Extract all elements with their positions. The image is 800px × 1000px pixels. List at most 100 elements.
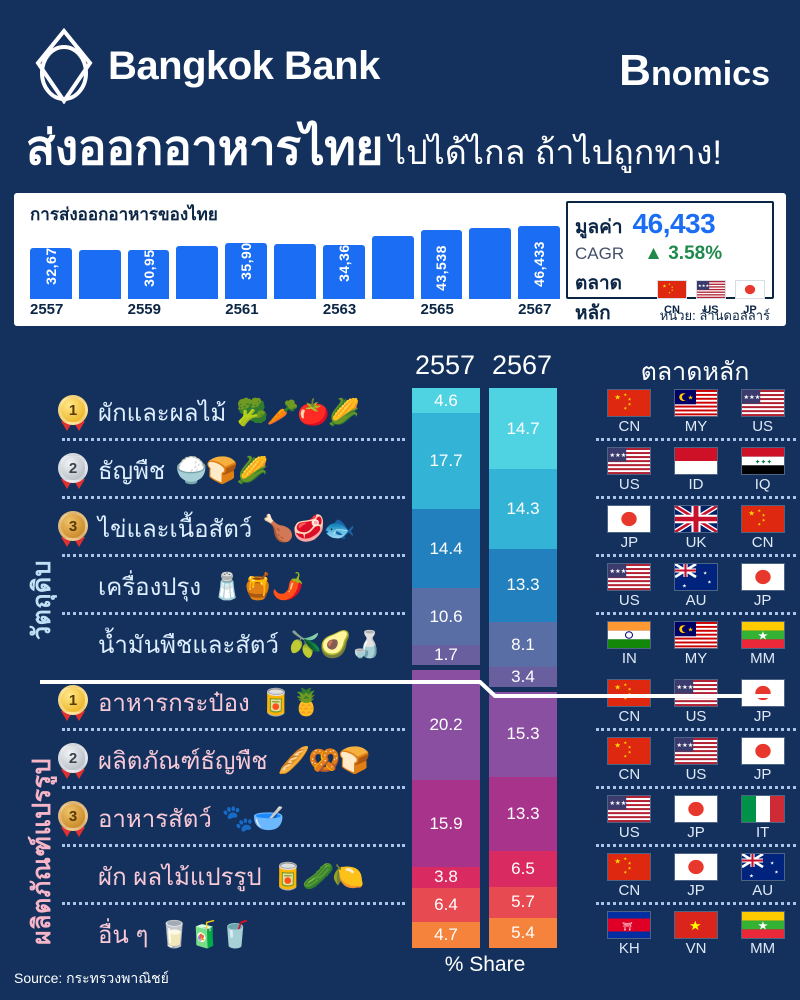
category-illustration: 🍚🍞🌽 <box>175 455 268 485</box>
bar-value-label: 34,362 <box>335 236 352 282</box>
stack-segment: 14.3 <box>489 469 557 549</box>
category-illustration: 🐾🥣 <box>221 803 285 833</box>
market-flag-id: ID <box>669 447 723 493</box>
flag-code: US <box>618 476 640 493</box>
leader-line <box>596 612 796 615</box>
medal-ribbon-left <box>61 479 73 489</box>
svg-text:★: ★ <box>757 919 768 932</box>
bar: 34,362 <box>322 236 365 299</box>
year-tick-label <box>372 301 414 321</box>
column-header-main-market: ตลาดหลัก <box>640 358 750 386</box>
svg-text:★★★: ★★★ <box>610 568 627 575</box>
medal-ribbon-right <box>73 769 85 779</box>
market-flag-uk: UK <box>669 505 723 551</box>
year-tick-label <box>79 301 121 321</box>
bar-column <box>371 223 414 299</box>
svg-text:★: ★ <box>688 395 694 402</box>
flag-id-icon <box>673 447 718 475</box>
medal-ribbon-right <box>73 711 85 721</box>
category-illustration: 🫒🥑🍶 <box>289 629 382 659</box>
svg-text:★★★: ★★★ <box>698 283 710 288</box>
flag-code: VN <box>685 940 707 957</box>
svg-text:★: ★ <box>615 683 622 692</box>
svg-text:★★★: ★★★ <box>610 800 627 807</box>
stack-segment: 10.6 <box>412 587 480 646</box>
svg-text:★: ★ <box>668 291 671 295</box>
svg-text:★: ★ <box>628 397 632 402</box>
svg-text:★: ★ <box>628 750 632 755</box>
page-header: Bangkok Bank Bnomics ส่งออกอาหารไทย ไปได้… <box>0 0 800 185</box>
item-list-raw-materials: 1 ผักและผลไม้ 🥦🥕🍅🌽 2 ธัญพืช 🍚🍞🌽 3 ไข่และเนื้อสั… <box>56 383 405 673</box>
column-header-2567: 2567 <box>491 350 553 380</box>
year-tick-label: 2567 <box>518 301 552 318</box>
svg-text:★: ★ <box>624 406 628 411</box>
category-label: ผัก ผลไม้แปรรูป <box>98 863 262 891</box>
stack-segment: 20.2 <box>412 670 480 781</box>
main-market-label: ตลาดหลัก <box>575 273 622 324</box>
source-note: Source: กระทรวงพาณิชย์ <box>14 970 169 986</box>
flag-code: JP <box>743 303 757 316</box>
leader-line <box>62 554 405 557</box>
flag-code: KH <box>618 940 640 957</box>
flag-us-icon: ★★★ <box>740 389 785 417</box>
leader-line <box>62 728 405 731</box>
medal-ribbon-right <box>73 421 85 431</box>
flag-jp-icon <box>740 563 785 591</box>
stack-segment: 13.3 <box>489 776 557 851</box>
market-flag-cn: ★ ★ ★ ★ ★ CN <box>602 853 656 899</box>
category-item: น้ำมันพืชและสัตว์ 🫒🥑🍶 <box>56 615 401 673</box>
medal-rank-number: 3 <box>58 801 88 831</box>
svg-text:★: ★ <box>668 282 671 286</box>
flag-us-icon: ★★★ <box>696 279 726 299</box>
flag-cn-icon: ★★★★★ <box>607 853 652 881</box>
leader-line <box>62 786 405 789</box>
medal-rank-number: 2 <box>58 743 88 773</box>
svg-text:★★★: ★★★ <box>610 452 627 459</box>
category-illustration: 🥦🥕🍅🌽 <box>236 397 359 427</box>
leader-line <box>596 438 796 441</box>
flag-code: JP <box>687 882 705 899</box>
svg-text:★: ★ <box>624 740 628 745</box>
category-item: 1 อาหารกระป๋อง 🥫🍍 <box>56 673 405 731</box>
svg-text:★: ★ <box>615 393 622 402</box>
flag-in-icon <box>607 621 652 649</box>
market-flag-mm: ★ MM <box>736 621 790 667</box>
column-header-2557: 2557 <box>414 350 476 380</box>
flag-code: CN <box>664 303 680 316</box>
bar-column <box>274 223 316 299</box>
stack-segment-value: 20.2 <box>429 715 463 735</box>
flag-my-icon: ★ <box>673 389 718 417</box>
medal-ribbon-left <box>61 421 73 431</box>
value-label: มูลค่า <box>575 217 623 238</box>
category-illustration: 🥛🧃🥤 <box>158 919 251 949</box>
category-label: อาหารสัตว์ <box>98 805 212 833</box>
flag-code: US <box>618 592 640 609</box>
svg-text:★: ★ <box>615 857 622 866</box>
bar <box>469 227 512 299</box>
category-illustration: 🥫🥒🍋 <box>271 861 365 891</box>
medal-ribbon-right <box>73 479 85 489</box>
flag-cn-icon: ★★★★★ <box>607 679 652 707</box>
bar-column <box>176 223 219 299</box>
year-tick-label: 2557 <box>30 301 64 318</box>
medal-ribbon-right <box>73 537 85 547</box>
year-tick-label <box>176 301 218 321</box>
market-flag-row: ★★★ US ID ✦✦✦ IQ <box>596 441 796 499</box>
market-flag-us: ★★★ US <box>736 389 790 435</box>
rank-medal-gold: 1 <box>56 395 90 431</box>
year-tick-label <box>469 301 511 321</box>
category-item: 1 ผักและผลไม้ 🥦🥕🍅🌽 <box>56 383 405 441</box>
flag-code: AU <box>685 592 707 609</box>
flag-jp-icon <box>740 737 785 765</box>
bar-column: 46,433 <box>518 223 560 299</box>
flag-jp-icon <box>735 279 765 299</box>
year-tick-label: 2565 <box>420 301 454 318</box>
flag-jp-icon <box>607 505 652 533</box>
market-flag-jp: JP <box>736 563 790 609</box>
market-flag-au: ★ ★ ★ AU <box>736 853 790 899</box>
market-flag-cn: ★ ★ ★ ★ ★ CN <box>602 389 656 435</box>
svg-text:★: ★ <box>761 513 765 518</box>
leader-line <box>596 844 796 847</box>
stack-segment: 4.7 <box>412 922 480 948</box>
category-label: ธัญพืช <box>98 457 166 485</box>
